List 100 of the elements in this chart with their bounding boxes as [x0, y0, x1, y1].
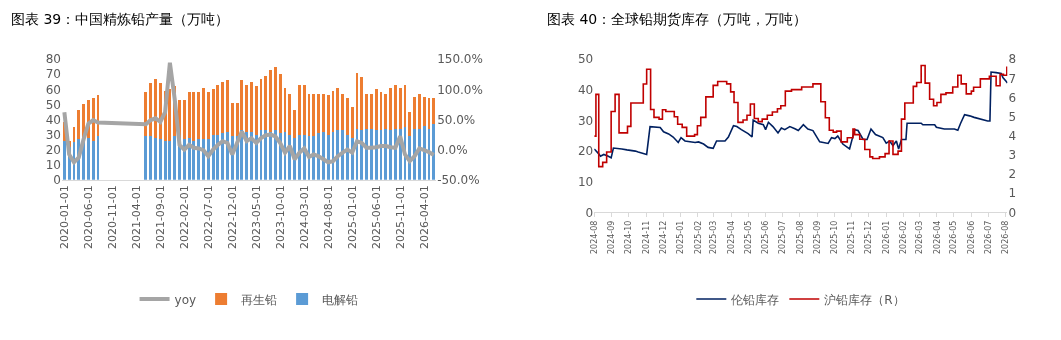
bar — [221, 81, 225, 134]
bar — [226, 80, 229, 132]
bar — [278, 74, 282, 134]
bar — [144, 136, 148, 180]
x-tick-label: 2025-06-01 — [369, 185, 383, 250]
bar — [360, 77, 364, 131]
bar — [321, 131, 325, 180]
bar — [408, 111, 412, 137]
x-tick-label: 2024-11 — [641, 220, 651, 255]
bar — [293, 110, 297, 138]
bar — [91, 140, 95, 180]
bar — [168, 140, 172, 180]
bar — [302, 84, 306, 135]
bar — [389, 87, 393, 131]
bar — [317, 93, 321, 134]
bar — [192, 92, 196, 141]
bar — [206, 92, 210, 140]
x-tick-label: 2022-07-01 — [201, 185, 215, 250]
x-tick-label: 2023-10-01 — [273, 185, 287, 250]
bar — [393, 84, 397, 129]
y2-tick-label: 100.0% — [437, 82, 483, 97]
bar — [422, 96, 426, 126]
y2-tick-label: 7 — [1008, 71, 1017, 86]
bar — [341, 130, 345, 180]
y-tick-label: 30 — [45, 127, 61, 142]
y2-tick-label: 2 — [1008, 167, 1017, 182]
x-tick-label: 2024-08 — [589, 220, 599, 255]
x-tick-label: 2025-04 — [726, 220, 736, 255]
bar — [365, 93, 369, 129]
x-tick-label: 2025-12 — [864, 220, 874, 255]
bar — [369, 93, 373, 129]
bar — [158, 139, 162, 180]
y2-tick-label: 50.0% — [437, 112, 476, 127]
x-tick-label: 2025-01-01 — [345, 185, 359, 250]
bar — [369, 128, 373, 180]
bar — [365, 128, 369, 180]
bar — [341, 93, 345, 131]
x-tick-label: 2025-02 — [693, 220, 703, 255]
x-tick-label: 2026-07 — [983, 220, 993, 255]
y2-tick-label: 3 — [1008, 148, 1017, 163]
y-tick-label: 0 — [53, 172, 61, 187]
y-tick-label: 30 — [577, 113, 594, 128]
bar — [317, 133, 321, 180]
x-tick-label: 2021-04-01 — [129, 185, 143, 250]
bar — [374, 89, 378, 131]
y-tick-label: 10 — [45, 157, 61, 172]
bar — [413, 96, 416, 129]
x-tick-label: 2023-05-01 — [249, 185, 263, 250]
bar — [417, 93, 421, 129]
x-tick-label: 2025-09 — [813, 220, 823, 255]
y2-tick-label: 150.0% — [437, 52, 483, 67]
legend-label: 沪铅库存（R） — [824, 292, 905, 307]
y2-tick-label: 8 — [1008, 52, 1017, 67]
y-tick-label: 80 — [45, 52, 61, 67]
bar — [269, 69, 273, 132]
bar — [182, 99, 186, 140]
x-tick-label: 2025-07 — [778, 220, 788, 255]
y-tick-label: 10 — [577, 174, 594, 189]
x-tick-label: 2025-06 — [761, 220, 771, 255]
bar — [62, 140, 66, 180]
x-tick-label: 2026-05 — [949, 220, 959, 255]
x-tick-label: 2025-05 — [743, 220, 753, 255]
legend-label: yoy — [174, 292, 197, 307]
bar — [245, 84, 249, 132]
bar — [264, 130, 268, 180]
bar — [77, 110, 81, 140]
bar — [321, 93, 325, 132]
x-tick-label: 2024-08-01 — [321, 185, 335, 250]
bar — [216, 84, 220, 135]
bar — [211, 89, 215, 135]
x-tick-label: 2025-03 — [709, 220, 719, 255]
bar — [326, 95, 330, 135]
bar — [336, 87, 340, 131]
bar — [312, 93, 316, 137]
bar — [250, 81, 253, 132]
x-tick-label: 2026-06 — [966, 220, 976, 255]
bar — [254, 86, 258, 135]
x-tick-label: 2020-11-01 — [105, 185, 119, 250]
x-tick-label: 2025-11-01 — [393, 185, 407, 250]
bar — [154, 137, 157, 180]
x-tick-label: 2022-12-01 — [225, 185, 239, 250]
bar — [187, 92, 191, 138]
y-tick-label: 70 — [45, 67, 61, 82]
x-tick-label: 2021-09-01 — [153, 185, 167, 250]
x-tick-label: 2025-01 — [676, 220, 686, 255]
x-tick-label: 2020-06-01 — [81, 185, 95, 250]
x-tick-label: 2024-12 — [658, 220, 668, 255]
bar — [384, 128, 388, 180]
y-tick-label: 40 — [45, 112, 61, 127]
y-tick-label: 0 — [585, 205, 594, 220]
bar — [163, 140, 167, 180]
y2-tick-label: 0.0% — [437, 142, 468, 157]
x-tick-label: 2022-02-01 — [177, 185, 191, 250]
x-tick-label: 2025-08 — [795, 220, 805, 255]
y2-tick-label: 4 — [1008, 128, 1017, 143]
line-series — [594, 71, 1008, 159]
x-tick-label: 2020-01-01 — [57, 185, 71, 250]
x-tick-label: 2026-02 — [899, 220, 909, 255]
x-tick-label: 2025-11 — [847, 220, 857, 255]
bar — [312, 136, 316, 180]
